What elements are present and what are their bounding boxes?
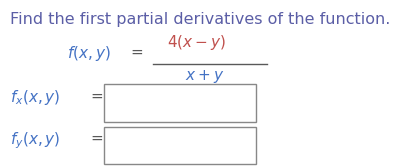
- Text: $=$: $=$: [128, 44, 144, 59]
- Text: Find the first partial derivatives of the function.: Find the first partial derivatives of th…: [10, 12, 391, 27]
- Text: $f_y(x, y)$: $f_y(x, y)$: [10, 130, 61, 151]
- Text: $=$: $=$: [88, 130, 104, 145]
- Text: $=$: $=$: [88, 88, 104, 103]
- Text: $f_x(x, y)$: $f_x(x, y)$: [10, 88, 61, 107]
- Text: $4(x - y)$: $4(x - y)$: [167, 33, 226, 52]
- Text: $x + y$: $x + y$: [185, 68, 225, 85]
- Text: $f(x, y)$: $f(x, y)$: [67, 44, 111, 63]
